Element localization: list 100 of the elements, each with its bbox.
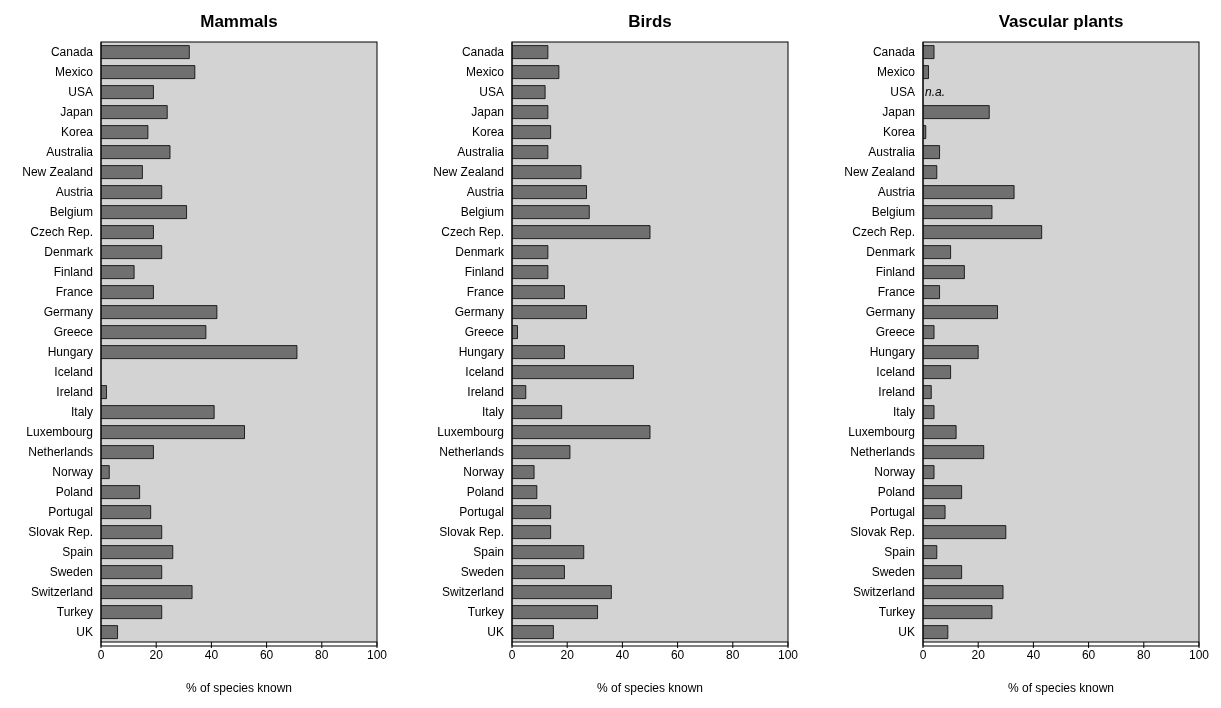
y-tick-label: France: [466, 285, 505, 300]
x-tick-label: 40: [615, 647, 630, 662]
y-tick-label: Poland: [877, 485, 915, 500]
chart-title: Birds: [627, 11, 673, 33]
y-tick-label: Slovak Rep.: [28, 525, 93, 540]
y-tick-label: Switzerland: [852, 585, 915, 600]
y-tick-label: Mexico: [465, 65, 505, 80]
annotation: n.a.: [925, 85, 946, 100]
x-tick-label: 60: [670, 647, 685, 662]
x-tick-label: 0: [919, 647, 927, 662]
y-tick-label: Portugal: [870, 505, 915, 520]
y-tick-label: Austria: [55, 185, 94, 200]
x-tick-label: 80: [1137, 647, 1151, 662]
y-tick-label: Italy: [481, 405, 504, 420]
y-tick-label: New Zealand: [22, 165, 93, 180]
y-tick-label: Luxembourg: [26, 425, 93, 440]
y-tick-label: Japan: [471, 105, 504, 120]
y-tick-label: Netherlands: [850, 445, 915, 460]
y-tick-label: Greece: [464, 325, 505, 340]
x-tick-label: 20: [560, 647, 575, 662]
chart-title: Vascular plants: [997, 11, 1125, 33]
x-tick-label: 40: [1026, 647, 1041, 662]
y-tick-label: Germany: [43, 305, 93, 320]
y-tick-label: Canada: [50, 45, 94, 60]
y-tick-label: Portugal: [459, 505, 504, 520]
y-tick-label: Ireland: [878, 385, 915, 400]
chart-title: Mammals: [199, 11, 279, 33]
y-tick-label: Czech Rep.: [441, 225, 504, 240]
y-tick-label: Turkey: [878, 605, 915, 620]
y-tick-label: UK: [898, 625, 915, 640]
y-tick-label: Canada: [461, 45, 505, 60]
y-tick-label: Turkey: [467, 605, 504, 620]
x-tick-label: 80: [726, 647, 740, 662]
y-tick-label: Australia: [868, 145, 916, 160]
y-tick-label: Slovak Rep.: [439, 525, 504, 540]
y-tick-label: Finland: [53, 265, 93, 280]
y-tick-label: Austria: [877, 185, 916, 200]
y-tick-label: Belgium: [49, 205, 93, 220]
y-tick-label: UK: [76, 625, 93, 640]
y-tick-label: Denmark: [866, 245, 916, 260]
y-tick-label: Greece: [53, 325, 94, 340]
y-tick-label: USA: [890, 85, 915, 100]
x-tick-label: 60: [1081, 647, 1096, 662]
y-tick-label: Luxembourg: [437, 425, 504, 440]
x-tick-label: 60: [259, 647, 274, 662]
y-tick-label: Norway: [463, 465, 504, 480]
y-tick-label: New Zealand: [433, 165, 504, 180]
x-axis-title: % of species known: [185, 681, 293, 695]
y-tick-label: UK: [487, 625, 504, 640]
y-tick-label: Sweden: [871, 565, 915, 580]
x-tick-label: 20: [149, 647, 164, 662]
y-tick-label: Ireland: [467, 385, 504, 400]
x-tick-label: 0: [508, 647, 516, 662]
y-tick-label: Poland: [466, 485, 504, 500]
y-tick-label: Mexico: [876, 65, 916, 80]
y-tick-label: Czech Rep.: [852, 225, 915, 240]
y-tick-label: New Zealand: [844, 165, 915, 180]
y-tick-label: Czech Rep.: [30, 225, 93, 240]
y-tick-label: Germany: [454, 305, 504, 320]
y-tick-label: France: [877, 285, 916, 300]
y-tick-label: Belgium: [460, 205, 504, 220]
x-tick-label: 100: [1188, 647, 1210, 662]
y-tick-label: Canada: [872, 45, 916, 60]
y-tick-label: Turkey: [56, 605, 93, 620]
y-tick-label: Slovak Rep.: [850, 525, 915, 540]
y-tick-label: Austria: [466, 185, 505, 200]
y-tick-label: Sweden: [49, 565, 93, 580]
y-tick-label: Netherlands: [28, 445, 93, 460]
y-tick-label: Switzerland: [441, 585, 504, 600]
x-axis-title: % of species known: [596, 681, 704, 695]
x-tick-label: 100: [366, 647, 388, 662]
x-tick-label: 20: [971, 647, 986, 662]
y-tick-label: Hungary: [47, 345, 93, 360]
y-tick-label: Finland: [875, 265, 915, 280]
y-tick-label: Iceland: [465, 365, 504, 380]
y-tick-label: Spain: [473, 545, 504, 560]
y-tick-label: Mexico: [54, 65, 94, 80]
y-tick-label: Norway: [52, 465, 93, 480]
y-tick-label: Sweden: [460, 565, 504, 580]
y-tick-label: Finland: [464, 265, 504, 280]
y-tick-label: Switzerland: [30, 585, 93, 600]
y-tick-label: Korea: [60, 125, 94, 140]
x-tick-label: 0: [97, 647, 105, 662]
y-tick-label: Italy: [892, 405, 915, 420]
y-tick-label: Korea: [471, 125, 505, 140]
y-tick-label: Poland: [55, 485, 93, 500]
y-tick-label: Japan: [882, 105, 915, 120]
y-tick-label: Belgium: [871, 205, 915, 220]
y-tick-label: France: [55, 285, 94, 300]
y-tick-label: Iceland: [54, 365, 93, 380]
y-tick-label: Greece: [875, 325, 916, 340]
y-tick-label: Italy: [70, 405, 93, 420]
x-tick-label: 40: [204, 647, 219, 662]
y-tick-label: Spain: [884, 545, 915, 560]
y-tick-label: Portugal: [48, 505, 93, 520]
y-tick-label: Ireland: [56, 385, 93, 400]
y-tick-label: Iceland: [876, 365, 915, 380]
y-tick-label: Japan: [60, 105, 93, 120]
x-tick-label: 80: [315, 647, 329, 662]
y-tick-label: USA: [68, 85, 93, 100]
